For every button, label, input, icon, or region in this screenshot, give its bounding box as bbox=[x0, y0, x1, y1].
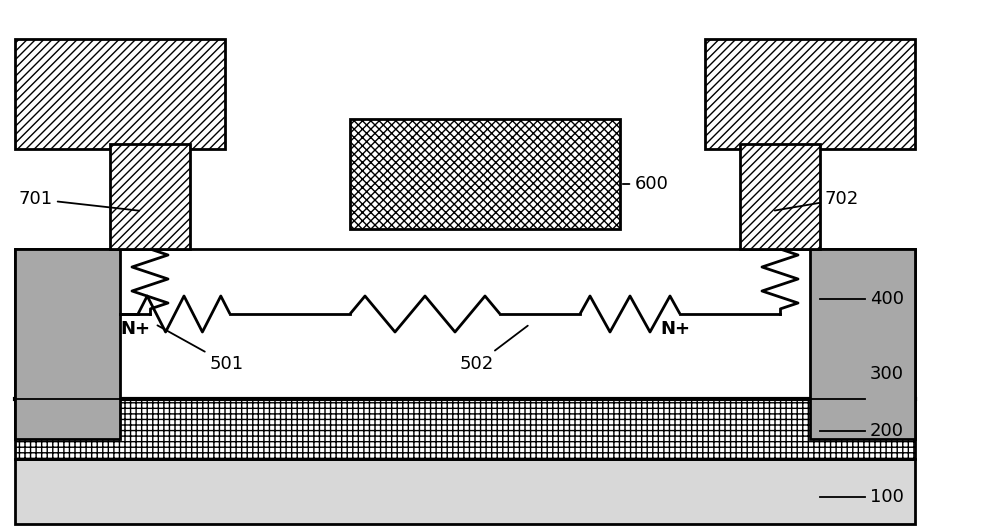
Text: 502: 502 bbox=[460, 326, 528, 373]
Text: 200: 200 bbox=[870, 422, 904, 440]
Bar bbox=[15, 249, 120, 439]
Text: 701: 701 bbox=[18, 190, 139, 211]
Bar bbox=[705, 39, 915, 149]
Bar bbox=[350, 119, 620, 229]
Text: 300: 300 bbox=[870, 365, 904, 383]
Text: 600: 600 bbox=[623, 175, 669, 193]
Text: N+: N+ bbox=[660, 320, 690, 338]
Text: 702: 702 bbox=[775, 190, 859, 211]
Bar bbox=[15, 39, 225, 149]
Bar bbox=[740, 144, 820, 249]
Text: N+: N+ bbox=[120, 320, 150, 338]
Bar bbox=[110, 144, 190, 249]
Bar bbox=[15, 399, 915, 459]
Text: 100: 100 bbox=[870, 488, 904, 506]
Text: 400: 400 bbox=[870, 290, 904, 308]
Bar bbox=[810, 249, 915, 439]
Bar bbox=[15, 249, 915, 399]
Text: 501: 501 bbox=[157, 325, 244, 373]
Bar bbox=[15, 459, 915, 524]
